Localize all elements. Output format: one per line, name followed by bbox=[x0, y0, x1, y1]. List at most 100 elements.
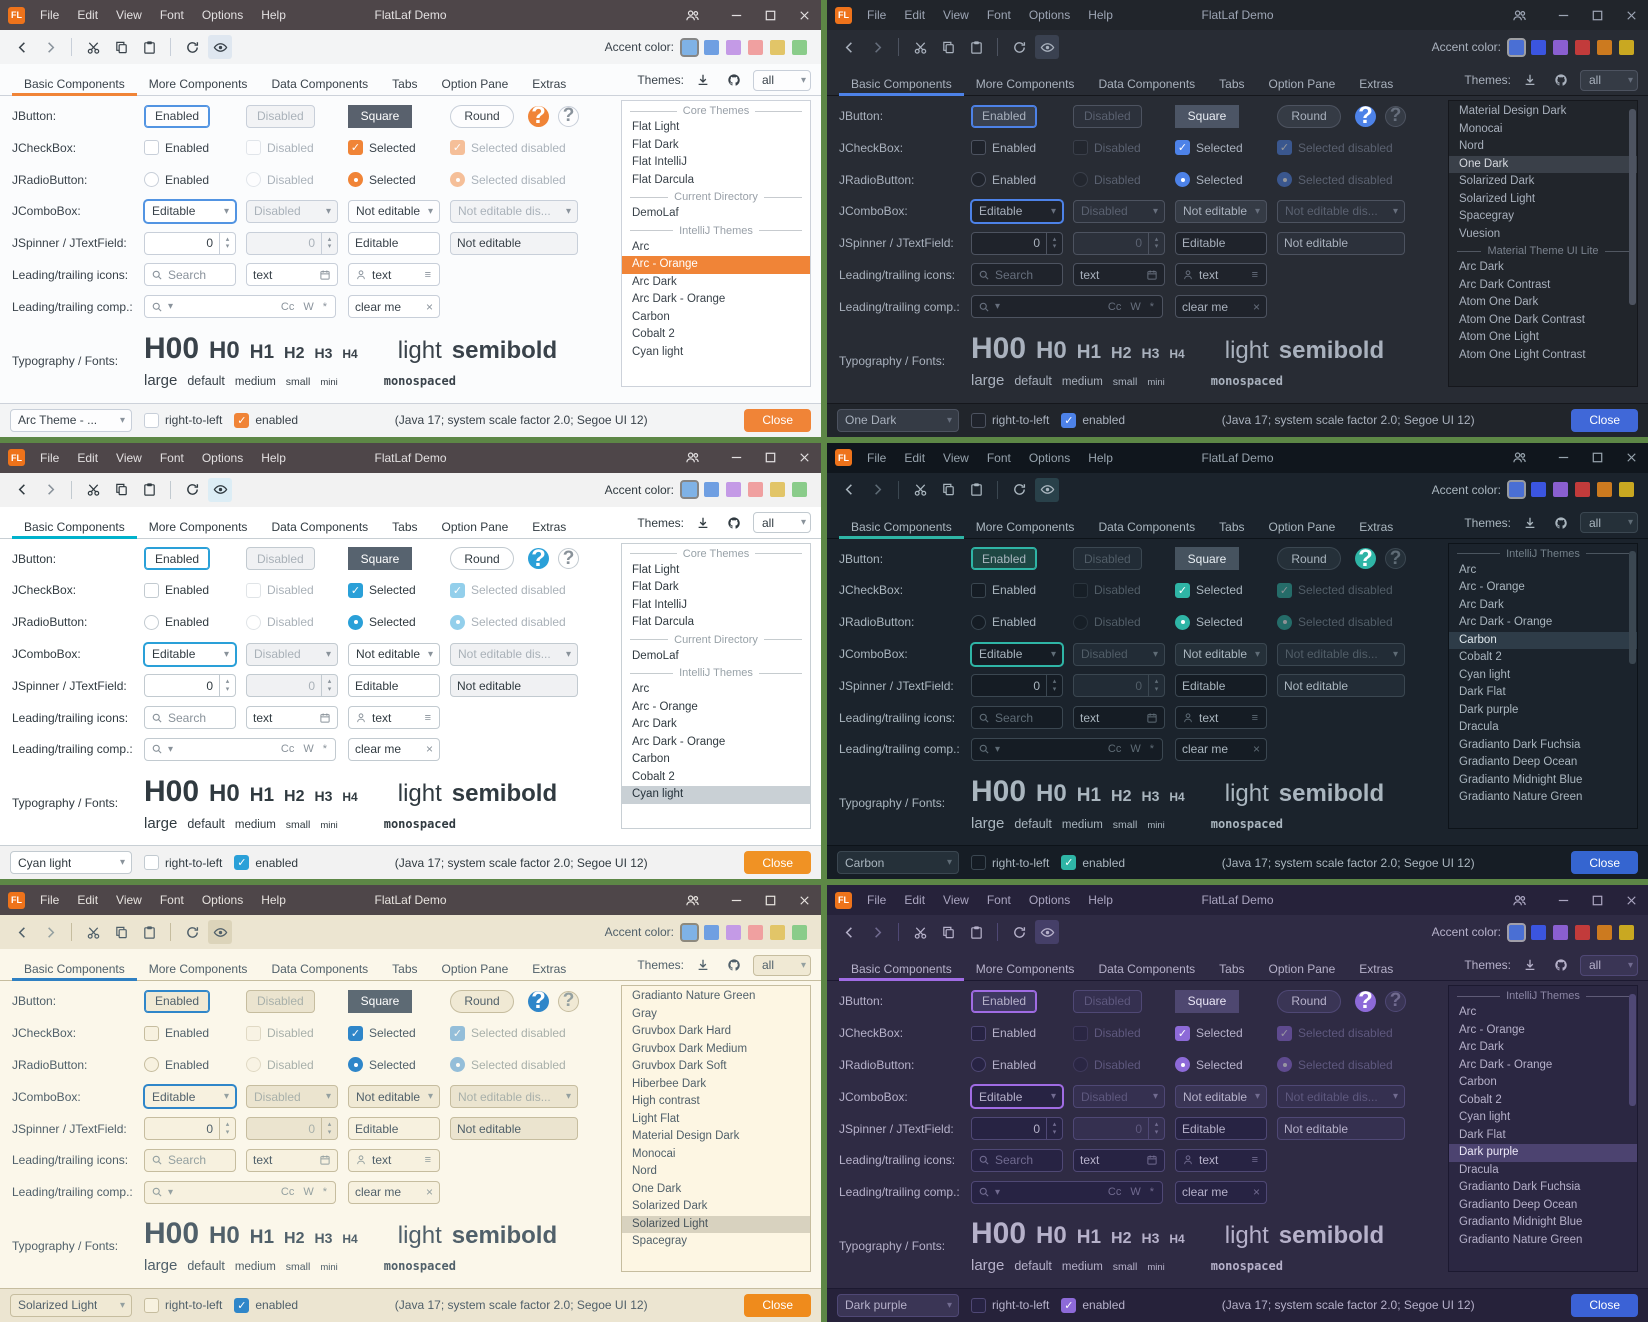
menu-view[interactable]: View bbox=[116, 450, 142, 465]
theme-item-solarized-light[interactable]: Solarized Light bbox=[1459, 192, 1536, 205]
combobox-editable[interactable]: Editable ▾ bbox=[971, 1085, 1063, 1109]
maximize-button[interactable] bbox=[753, 0, 787, 30]
theme-item-flat-dark[interactable]: Flat Dark bbox=[632, 138, 679, 151]
theme-item-arc-dark-orange[interactable]: Arc Dark - Orange bbox=[632, 735, 726, 748]
tab-data-components[interactable]: Data Components bbox=[271, 519, 369, 534]
checkbox-disabled[interactable]: Disabled bbox=[1073, 582, 1175, 598]
copy-icon[interactable] bbox=[109, 478, 133, 502]
accent-swatch-4[interactable] bbox=[1575, 924, 1590, 940]
jbutton-round[interactable]: Round bbox=[450, 547, 514, 571]
tab-data-components[interactable]: Data Components bbox=[271, 962, 369, 977]
combobox-not-editable-disabled[interactable]: Not editable dis... ▾ bbox=[450, 1085, 578, 1109]
theme-item-one-dark[interactable]: One Dark bbox=[1449, 155, 1637, 173]
help-button-outline[interactable]: ? bbox=[558, 105, 579, 127]
menu-options[interactable]: Options bbox=[201, 450, 244, 465]
match-case-button[interactable]: Cc bbox=[1107, 300, 1122, 313]
combobox-not-editable[interactable]: Not editable ▾ bbox=[348, 199, 440, 223]
date-input[interactable]: text bbox=[246, 263, 338, 287]
minimize-button[interactable] bbox=[1546, 0, 1580, 30]
theme-item-carbon[interactable]: Carbon bbox=[632, 753, 670, 766]
theme-item-arc-orange[interactable]: Arc - Orange bbox=[1459, 581, 1525, 594]
spinner-arrows[interactable]: ▴ ▾ bbox=[219, 1118, 235, 1140]
help-button-filled[interactable]: ? bbox=[1355, 987, 1376, 1014]
theme-item-solarized-dark[interactable]: Solarized Dark bbox=[632, 1200, 708, 1213]
close-button[interactable]: Close bbox=[1571, 851, 1638, 875]
theme-item-solarized-dark[interactable]: Solarized Dark bbox=[1459, 175, 1535, 187]
combobox-disabled[interactable]: Disabled ▾ bbox=[246, 1085, 338, 1109]
checkbox-selected-disabled[interactable]: ✓ Selected disabled bbox=[450, 1025, 611, 1041]
clearable-input[interactable]: clear me × bbox=[1175, 1180, 1267, 1204]
menu-help[interactable]: Help bbox=[261, 8, 286, 22]
tab-more-components[interactable]: More Components bbox=[975, 962, 1075, 977]
radio-selected-disabled[interactable]: Selected disabled bbox=[450, 614, 611, 630]
user-text-input[interactable]: text ≡ bbox=[348, 706, 440, 730]
maximize-button[interactable] bbox=[1580, 443, 1614, 473]
menu-edit[interactable]: Edit bbox=[904, 8, 926, 22]
spinner-disabled[interactable]: 0 ▴ ▾ bbox=[246, 1117, 338, 1141]
combobox-disabled[interactable]: Disabled ▾ bbox=[246, 199, 338, 223]
refresh-icon[interactable] bbox=[1007, 920, 1031, 944]
minimize-button[interactable] bbox=[1546, 443, 1580, 473]
user-text-input[interactable]: text ≡ bbox=[348, 1148, 440, 1172]
textfield-not-editable[interactable]: Not editable bbox=[1277, 231, 1405, 255]
tab-tabs[interactable]: Tabs bbox=[392, 77, 418, 91]
github-icon[interactable] bbox=[1549, 68, 1573, 92]
theme-item-flat-light[interactable]: Flat Light bbox=[632, 563, 680, 576]
close-window-button[interactable] bbox=[1614, 0, 1648, 30]
theme-item-demolaf[interactable]: DemoLaf bbox=[632, 207, 679, 219]
accent-swatch-2[interactable] bbox=[1531, 482, 1546, 498]
accent-swatch-6[interactable] bbox=[1619, 482, 1634, 498]
maximize-button[interactable] bbox=[1580, 885, 1614, 915]
theme-item-flat-light[interactable]: Flat Light bbox=[632, 121, 680, 133]
theme-item-spacegray[interactable]: Spacegray bbox=[632, 1235, 687, 1248]
combobox-editable[interactable]: Editable ▾ bbox=[144, 1085, 236, 1109]
menu-font[interactable]: Font bbox=[986, 893, 1011, 908]
theme-item-arc-dark[interactable]: Arc Dark bbox=[1459, 1041, 1504, 1054]
menu-help[interactable]: Help bbox=[261, 450, 286, 465]
combobox-not-editable[interactable]: Not editable ▾ bbox=[1175, 642, 1267, 666]
accent-swatch-2[interactable] bbox=[1531, 924, 1546, 940]
users-icon[interactable] bbox=[675, 885, 709, 915]
checkbox-disabled[interactable]: Disabled bbox=[246, 582, 348, 598]
match-case-button[interactable]: Cc bbox=[280, 300, 295, 313]
cut-icon[interactable] bbox=[81, 478, 105, 502]
search-input[interactable]: Search bbox=[144, 706, 236, 730]
close-button[interactable]: Close bbox=[744, 408, 811, 432]
show-hidden-eye-icon[interactable] bbox=[208, 477, 232, 502]
tab-option-pane[interactable]: Option Pane bbox=[1268, 77, 1336, 91]
theme-item-demolaf[interactable]: DemoLaf bbox=[632, 649, 679, 662]
close-button[interactable]: Close bbox=[744, 1293, 811, 1317]
accent-swatch-3[interactable] bbox=[726, 924, 741, 940]
menu-edit[interactable]: Edit bbox=[904, 893, 926, 908]
themes-filter-combo[interactable]: all ▾ bbox=[1580, 69, 1638, 91]
user-text-input[interactable]: text ≡ bbox=[1175, 706, 1267, 730]
tab-extras[interactable]: Extras bbox=[1359, 519, 1394, 534]
radio-selected-disabled[interactable]: Selected disabled bbox=[1277, 172, 1438, 188]
close-window-button[interactable] bbox=[787, 443, 821, 473]
jbutton-square[interactable]: Square bbox=[1175, 104, 1239, 128]
menu-view[interactable]: View bbox=[116, 8, 142, 22]
menu-help[interactable]: Help bbox=[1088, 450, 1113, 465]
refresh-icon[interactable] bbox=[180, 920, 204, 944]
cut-icon[interactable] bbox=[908, 35, 932, 59]
combobox-not-editable-disabled[interactable]: Not editable dis... ▾ bbox=[1277, 1085, 1405, 1109]
menu-font[interactable]: Font bbox=[159, 8, 184, 22]
combobox-not-editable-disabled[interactable]: Not editable dis... ▾ bbox=[1277, 199, 1405, 223]
github-icon[interactable] bbox=[722, 953, 746, 977]
radio-selected-disabled[interactable]: Selected disabled bbox=[450, 1057, 611, 1073]
radio-selected-disabled[interactable]: Selected disabled bbox=[1277, 1057, 1438, 1073]
theme-item-flat-intellij[interactable]: Flat IntelliJ bbox=[632, 156, 687, 168]
accent-swatch-1[interactable] bbox=[1507, 922, 1526, 942]
users-icon[interactable] bbox=[1502, 0, 1536, 30]
theme-item-one-dark[interactable]: One Dark bbox=[632, 1182, 682, 1195]
help-button-filled[interactable]: ? bbox=[528, 987, 549, 1014]
accent-swatch-1[interactable] bbox=[1507, 480, 1526, 500]
right-to-left-checkbox[interactable]: right-to-left bbox=[971, 855, 1049, 871]
spinner-arrows[interactable]: ▴ ▾ bbox=[1046, 232, 1062, 254]
menu-edit[interactable]: Edit bbox=[77, 8, 99, 22]
checkbox-selected[interactable]: ✓ Selected bbox=[348, 140, 450, 156]
radio-enabled[interactable]: Enabled bbox=[144, 172, 246, 188]
textfield-editable[interactable]: Editable bbox=[348, 231, 440, 255]
help-button-filled[interactable]: ? bbox=[528, 102, 549, 129]
copy-icon[interactable] bbox=[936, 478, 960, 502]
